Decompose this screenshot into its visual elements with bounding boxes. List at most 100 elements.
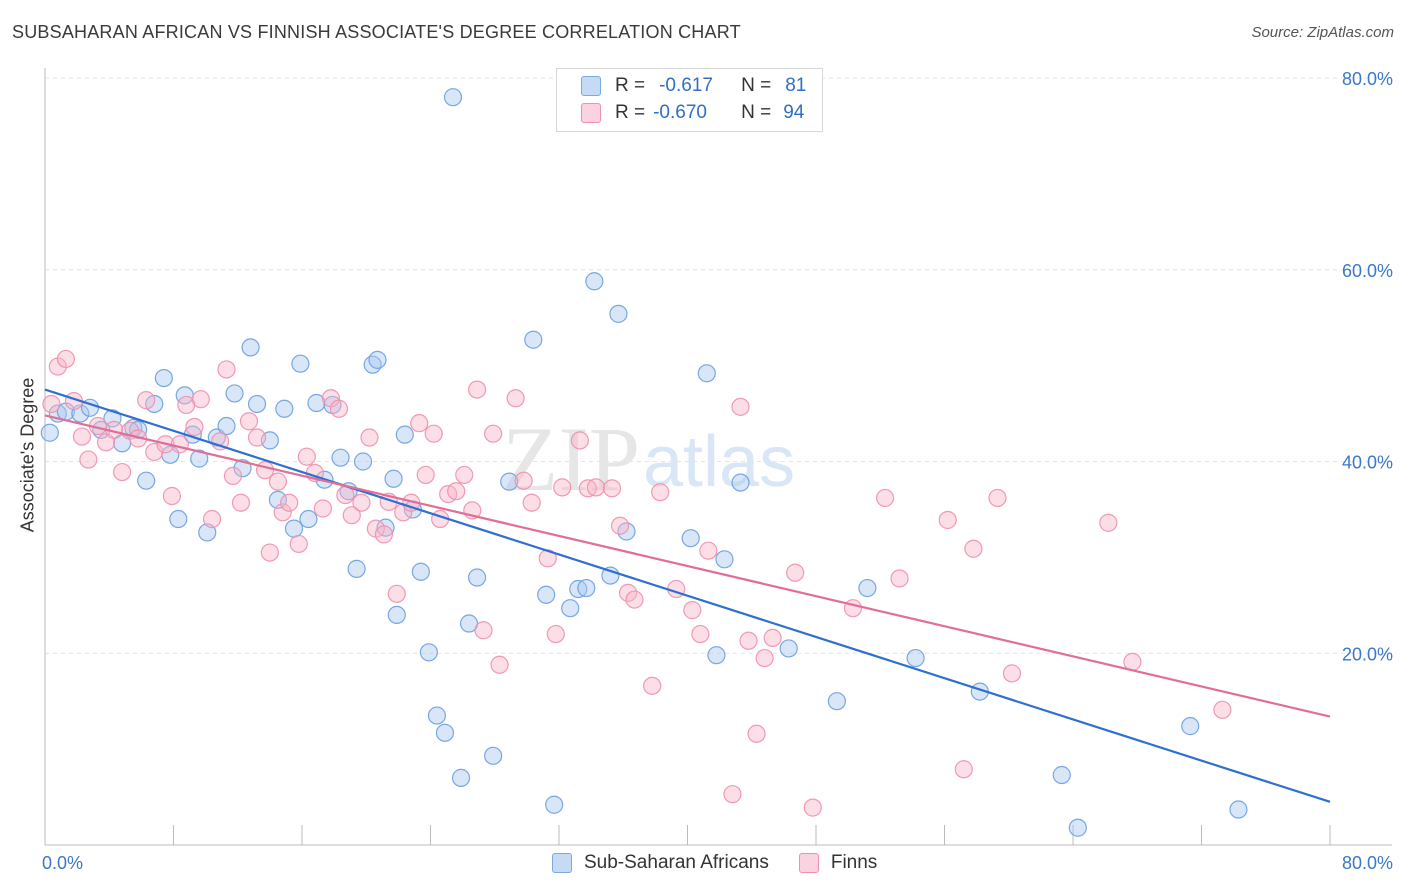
series-label-subsaharan: Sub-Saharan Africans bbox=[584, 852, 769, 873]
finns-point bbox=[643, 676, 662, 695]
finns-point bbox=[890, 569, 909, 588]
finns-point bbox=[352, 493, 371, 512]
subsaharan-point bbox=[376, 518, 395, 537]
subsaharan-point bbox=[731, 473, 750, 492]
y-tick-label: 80.0% bbox=[1342, 69, 1393, 89]
finns-point bbox=[210, 432, 230, 451]
finns-point bbox=[374, 525, 394, 544]
finns-point bbox=[280, 493, 299, 512]
subsaharan-point bbox=[411, 562, 430, 581]
subsaharan-point bbox=[247, 394, 267, 414]
finns-point bbox=[79, 450, 98, 469]
finns-point bbox=[313, 499, 332, 518]
finns-point bbox=[260, 543, 279, 562]
finns-point bbox=[72, 427, 92, 446]
subsaharan-point bbox=[681, 529, 700, 548]
finns-point bbox=[231, 493, 251, 512]
subsaharan-point bbox=[299, 509, 318, 529]
finns-point bbox=[360, 428, 379, 447]
subsaharan-point bbox=[353, 452, 373, 471]
series-legend: Sub-Saharan Africans Finns bbox=[552, 852, 907, 874]
subsaharan-point bbox=[697, 364, 716, 383]
finns-point bbox=[162, 486, 181, 506]
finns-point bbox=[191, 390, 210, 409]
legend-r-value: -0.670 bbox=[653, 102, 707, 123]
finns-point bbox=[247, 428, 267, 447]
subsaharan-point bbox=[284, 519, 304, 538]
finns-point bbox=[447, 482, 466, 501]
finns-point bbox=[185, 417, 204, 437]
subsaharan-point bbox=[40, 423, 59, 442]
subsaharan-point bbox=[241, 338, 260, 357]
finns-point bbox=[522, 493, 541, 512]
series-swatch-blue bbox=[552, 853, 572, 873]
finns-point bbox=[843, 599, 863, 618]
subsaharan-point bbox=[427, 706, 447, 725]
finns-point bbox=[217, 360, 236, 379]
subsaharan-point bbox=[190, 449, 209, 468]
subsaharan-point bbox=[154, 368, 173, 388]
finns-point bbox=[506, 389, 525, 408]
subsaharan-point bbox=[715, 550, 734, 569]
finns-point bbox=[875, 488, 895, 508]
gridlines bbox=[45, 77, 1392, 654]
finns-point bbox=[731, 397, 750, 416]
watermark-zip: ZIP bbox=[502, 408, 640, 510]
finns-point bbox=[170, 435, 190, 454]
subsaharan-point bbox=[906, 648, 925, 668]
finns-point bbox=[786, 563, 805, 582]
finns-point bbox=[410, 414, 429, 433]
finns-point bbox=[988, 488, 1007, 508]
subsaharan-point bbox=[609, 304, 628, 323]
subsaharan-point bbox=[779, 639, 798, 658]
chart-title: SUBSAHARAN AFRICAN VS FINNISH ASSOCIATE'… bbox=[12, 22, 741, 42]
subsaharan-point bbox=[484, 746, 503, 765]
trend-line-finns bbox=[44, 414, 1331, 718]
finns-point bbox=[455, 465, 474, 485]
finns-point bbox=[112, 462, 132, 482]
trend-lines bbox=[44, 388, 1331, 803]
finns-point bbox=[610, 516, 630, 535]
finns-point bbox=[803, 798, 822, 817]
finns-point bbox=[297, 447, 316, 466]
finns-point bbox=[723, 785, 742, 804]
subsaharan-point bbox=[275, 399, 294, 418]
finns-point bbox=[56, 349, 75, 369]
subsaharan-point bbox=[500, 472, 519, 491]
correlation-legend: R = -0.617 N = 81 R = -0.670 N = 94 bbox=[556, 68, 823, 132]
legend-n-label: N = bbox=[741, 102, 772, 123]
subsaharan-point bbox=[368, 350, 387, 369]
y-tick-label: 60.0% bbox=[1342, 261, 1393, 281]
finns-point bbox=[467, 380, 487, 399]
subsaharan-point bbox=[387, 605, 406, 625]
axes bbox=[44, 68, 1392, 846]
finns-point bbox=[1002, 664, 1022, 683]
subsaharan-point bbox=[384, 469, 403, 488]
finns-point bbox=[618, 583, 638, 602]
finns-point bbox=[1213, 700, 1232, 719]
legend-r-label: R = bbox=[615, 75, 646, 96]
finns-point bbox=[42, 394, 61, 414]
finns-point bbox=[289, 534, 308, 554]
finns-point bbox=[424, 424, 443, 443]
finns-point bbox=[273, 503, 292, 522]
subsaharan-point bbox=[395, 425, 414, 444]
finns-point bbox=[239, 412, 259, 431]
subsaharan-point bbox=[1229, 800, 1248, 819]
subsaharan-point bbox=[347, 559, 366, 578]
finns-point bbox=[137, 391, 156, 410]
subsaharan-point bbox=[331, 448, 350, 467]
finns-point bbox=[625, 590, 644, 609]
finns-point bbox=[747, 724, 766, 743]
subsaharan-point bbox=[524, 330, 543, 349]
finns-point bbox=[651, 483, 670, 502]
subsaharan-point bbox=[467, 568, 487, 587]
x-tick-label: 80.0% bbox=[1342, 853, 1393, 873]
legend-row-subsaharan: R = -0.617 N = 81 bbox=[581, 74, 806, 98]
subsaharan-point bbox=[443, 88, 463, 107]
finns-point bbox=[514, 471, 533, 490]
source-label: Source: ZipAtlas.com bbox=[1251, 24, 1394, 41]
subsaharan-point bbox=[435, 723, 455, 742]
legend-r-value: -0.617 bbox=[659, 75, 713, 96]
finns-point bbox=[683, 601, 702, 620]
